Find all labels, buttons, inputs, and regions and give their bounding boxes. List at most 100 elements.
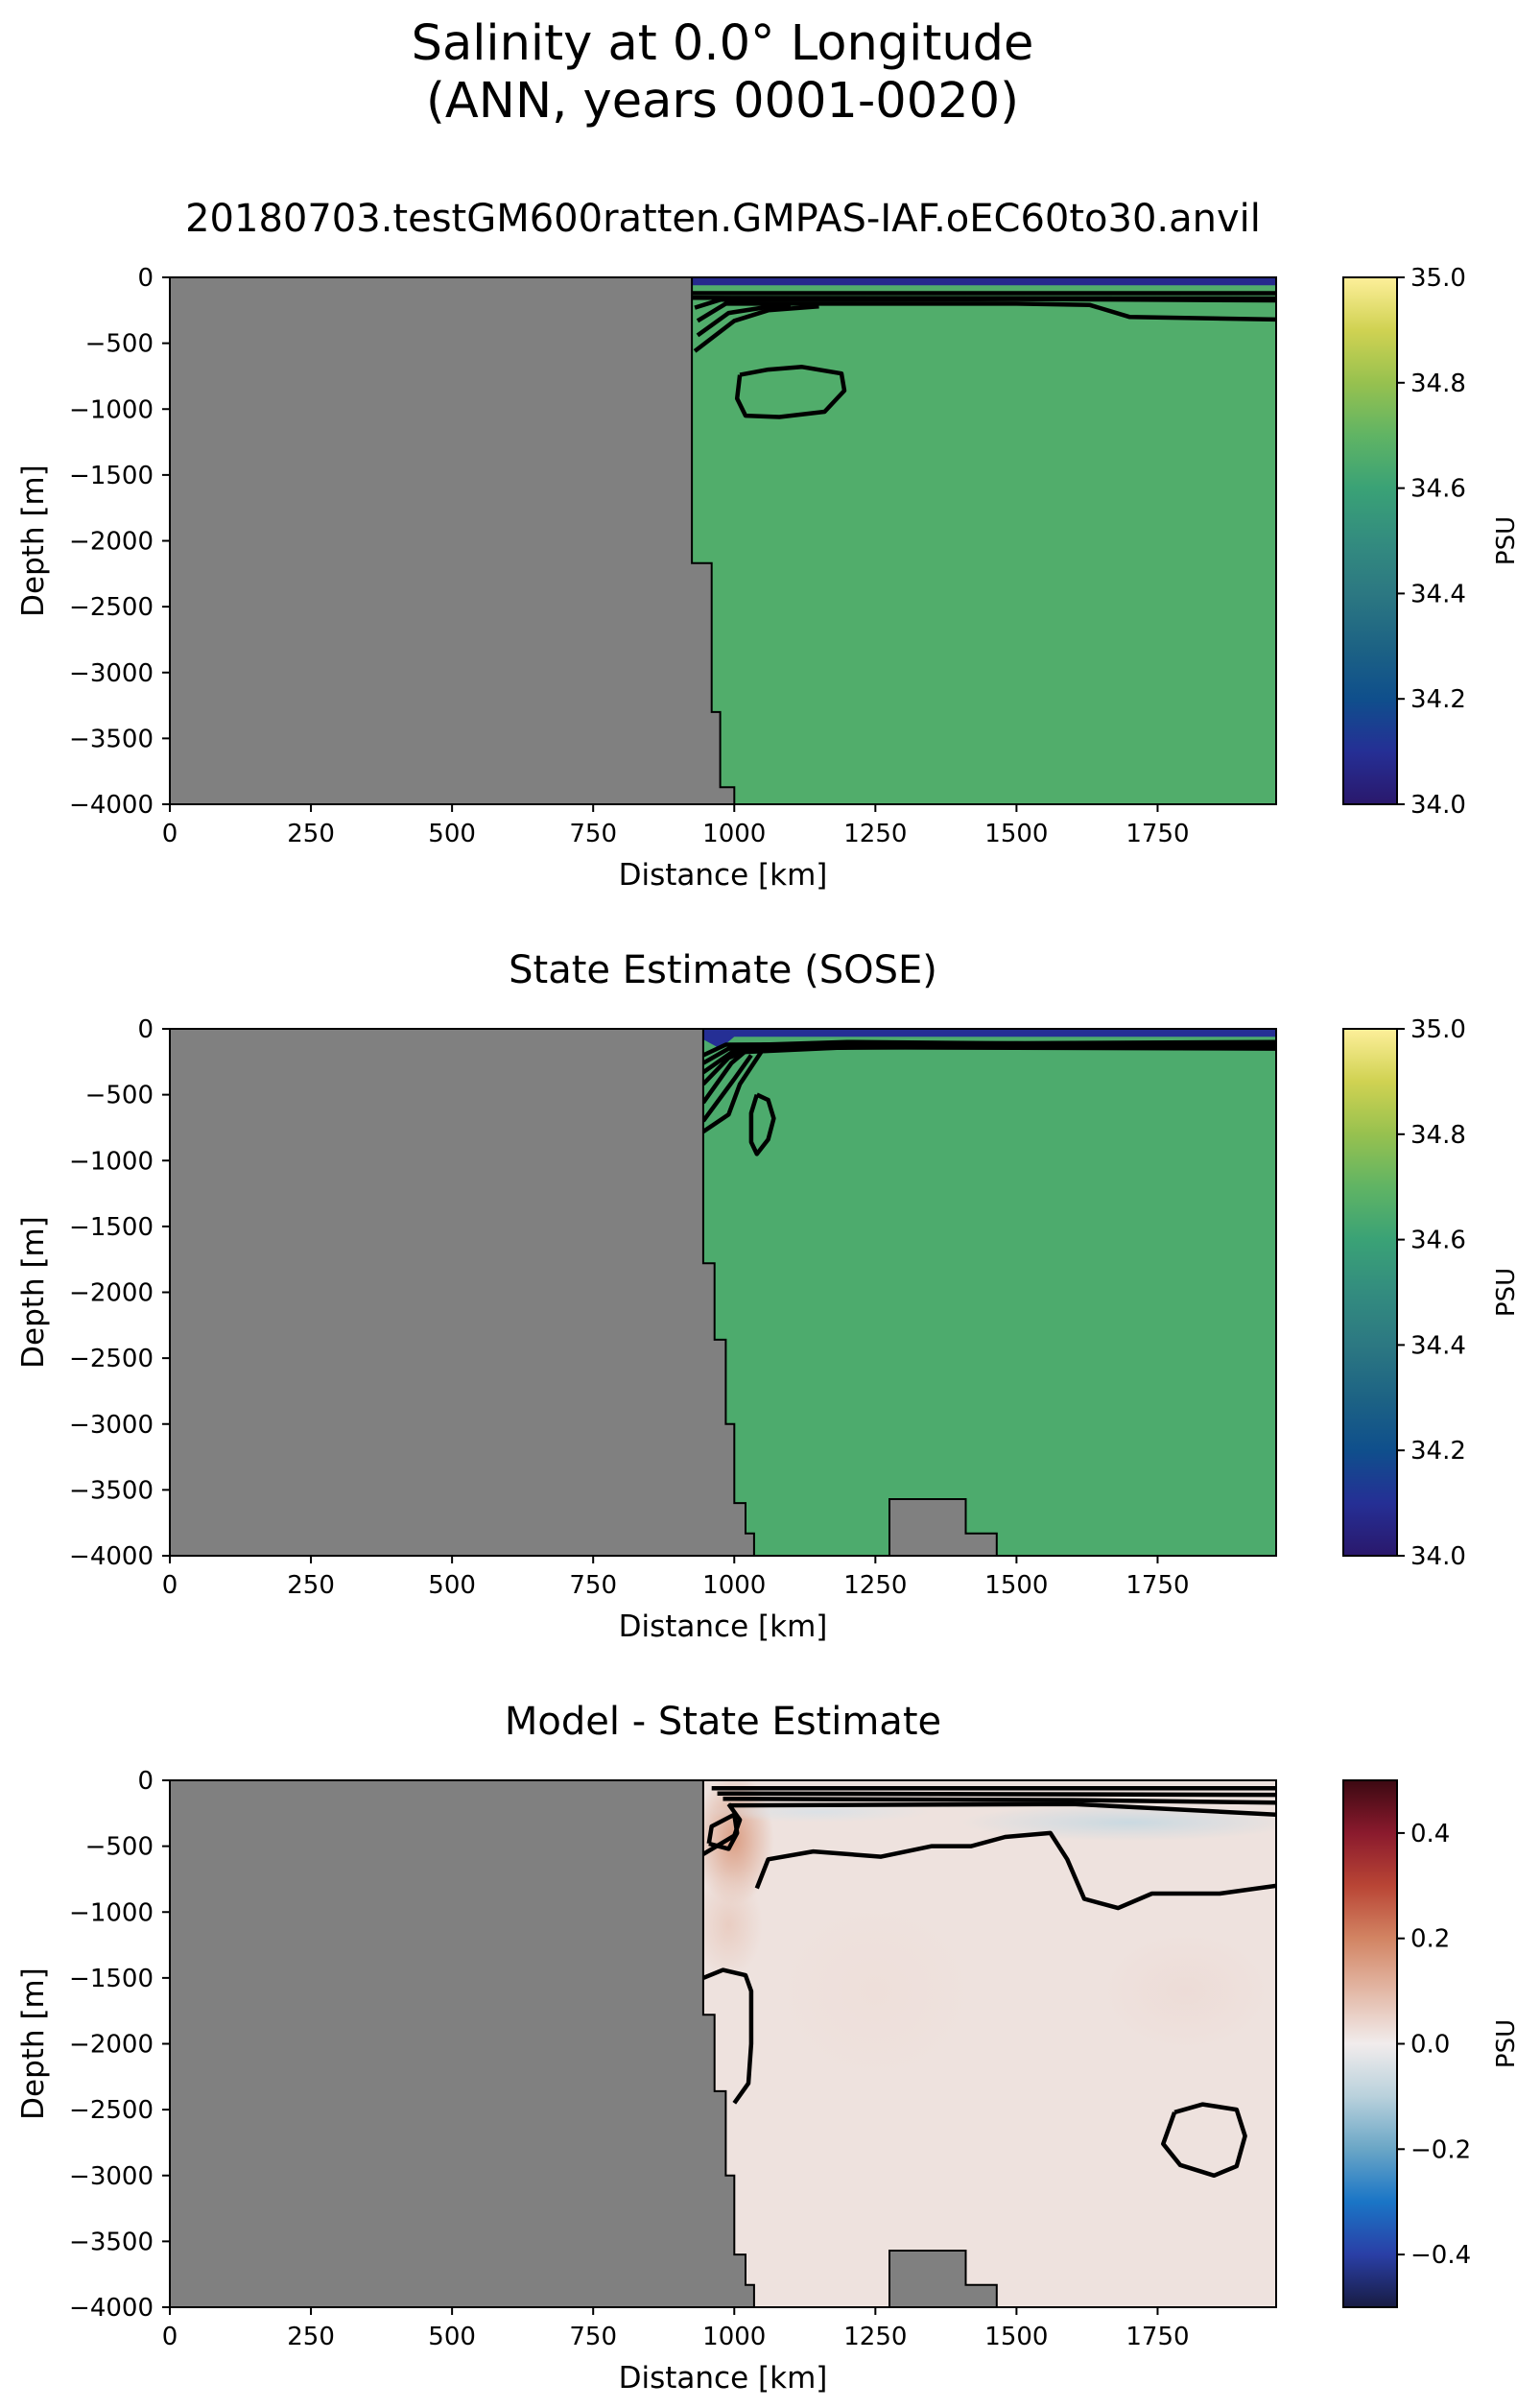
contour-line	[696, 301, 1276, 323]
colorbar-label: PSU	[1492, 2019, 1521, 2068]
plot-area	[170, 1780, 1276, 2307]
colorbar-tick-label: 34.4	[1410, 580, 1466, 608]
x-tick-label: 1500	[984, 1571, 1048, 1600]
x-tick-label: 1500	[984, 2323, 1048, 2351]
colorbar-label: PSU	[1492, 1268, 1521, 1317]
y-axis-label: Depth [m]	[16, 465, 51, 617]
x-tick-label: 1000	[702, 820, 766, 848]
y-tick-label: −500	[85, 1082, 154, 1110]
colorbar-tick-label: 34.0	[1410, 1542, 1466, 1571]
panels: 20180703.testGM600ratten.GMPAS-IAF.oEC60…	[16, 197, 1521, 2396]
contour-line	[723, 1796, 1276, 1805]
x-tick-label: 0	[162, 1571, 178, 1600]
contour-line	[748, 1092, 776, 1156]
surface-layer	[692, 277, 1276, 286]
x-tick-label: 250	[287, 820, 335, 848]
y-tick-label: −4000	[69, 2294, 154, 2323]
contour-line	[696, 303, 792, 338]
colorbar-tick-label: 0.2	[1410, 1925, 1450, 1954]
contour-line	[694, 297, 1276, 310]
anomaly-region	[695, 1872, 763, 1978]
y-tick-label: −500	[85, 1833, 154, 1862]
x-tick-label: 1500	[984, 820, 1048, 848]
x-axis-label: Distance [km]	[619, 1609, 828, 1644]
x-axis-label: Distance [km]	[619, 858, 828, 893]
colorbar-tick-label: 0.4	[1410, 1820, 1450, 1848]
x-tick-label: 750	[569, 2323, 617, 2351]
panel-title: 20180703.testGM600ratten.GMPAS-IAF.oEC60…	[185, 197, 1261, 241]
x-tick-label: 500	[428, 1571, 476, 1600]
surface-layer	[702, 1029, 1276, 1049]
figure-title-line1: Salinity at 0.0° Longitude	[412, 15, 1034, 72]
contour-line	[728, 1801, 1276, 1817]
y-tick-label: −4000	[69, 1542, 154, 1571]
colorbar-tick-label: 34.8	[1410, 370, 1466, 398]
y-tick-label: −1000	[69, 1147, 154, 1176]
plot-area	[170, 277, 1276, 804]
x-tick-label: 250	[287, 1571, 335, 1600]
contour-line	[701, 1054, 753, 1123]
y-tick-label: −3500	[69, 2228, 154, 2256]
colorbar-tick-label: 34.6	[1410, 1227, 1466, 1255]
x-tick-label: 250	[287, 2323, 335, 2351]
y-tick-label: 0	[137, 1015, 154, 1044]
colorbar-tick-label: 34.2	[1410, 1437, 1466, 1466]
contour-line	[717, 1791, 1276, 1798]
y-tick-label: −2000	[69, 2031, 154, 2060]
y-tick-label: −2000	[69, 528, 154, 557]
x-tick-label: 500	[428, 2323, 476, 2351]
y-tick-label: −1500	[69, 462, 154, 490]
plot-area	[170, 1029, 1276, 1556]
figure-title-line2: (ANN, years 0001-0020)	[426, 73, 1019, 130]
contour-line	[702, 1967, 754, 2105]
colorbar-tick-label: 34.2	[1410, 685, 1466, 714]
x-tick-label: 750	[569, 1571, 617, 1600]
colorbar-tick-label: 34.6	[1410, 475, 1466, 504]
land-mask	[170, 1780, 998, 2307]
colorbar-tick-label: 34.0	[1410, 791, 1466, 820]
x-tick-label: 1750	[1125, 1571, 1189, 1600]
contour-line	[706, 1812, 740, 1851]
y-tick-label: −3000	[69, 2162, 154, 2191]
anomaly-region	[1101, 1931, 1271, 2051]
contour-line	[701, 1040, 1276, 1133]
colorbar-tick-label: −0.4	[1410, 2241, 1471, 2270]
y-axis-label: Depth [m]	[16, 1216, 51, 1369]
colorbar-tick-label: 0.0	[1410, 2031, 1450, 2060]
y-tick-label: −2000	[69, 1279, 154, 1308]
panel-3: Model - State Estimate 0 250 500 750 1000 1250…	[16, 1700, 1521, 2396]
panel-1: 20180703.testGM600ratten.GMPAS-IAF.oEC60…	[16, 197, 1521, 893]
y-tick-label: −2500	[69, 1345, 154, 1373]
anomaly-region	[960, 1803, 1276, 1842]
y-tick-label: −500	[85, 330, 154, 359]
colorbar-tick-label: 34.4	[1410, 1331, 1466, 1360]
x-tick-label: 0	[162, 820, 178, 848]
land-mask	[170, 1029, 998, 1556]
y-tick-label: −1000	[69, 395, 154, 424]
colorbar-tick-label: 35.0	[1410, 1015, 1466, 1044]
panel-title: State Estimate (SOSE)	[509, 948, 937, 992]
x-axis-label: Distance [km]	[619, 2361, 828, 2396]
x-tick-label: 0	[162, 2323, 178, 2351]
y-tick-label: −3000	[69, 659, 154, 688]
y-tick-label: −1500	[69, 1965, 154, 1993]
panel-title: Model - State Estimate	[505, 1700, 941, 1744]
contour-line	[693, 303, 819, 353]
colorbar	[1342, 1028, 1398, 1557]
colorbar	[1342, 276, 1398, 805]
land-mask	[170, 277, 736, 804]
contour-line	[1161, 2102, 1247, 2179]
y-tick-label: −1000	[69, 1898, 154, 1927]
x-tick-label: 750	[569, 820, 617, 848]
y-tick-label: 0	[137, 1767, 154, 1796]
y-tick-label: −3000	[69, 1411, 154, 1440]
x-tick-label: 1750	[1125, 2323, 1189, 2351]
x-tick-label: 1250	[843, 820, 907, 848]
anomaly-region	[773, 1898, 978, 2084]
contour-line	[701, 1049, 747, 1105]
x-tick-label: 1250	[843, 2323, 907, 2351]
y-axis-label: Depth [m]	[16, 1967, 51, 2120]
x-tick-label: 500	[428, 820, 476, 848]
contour-line	[734, 365, 847, 419]
